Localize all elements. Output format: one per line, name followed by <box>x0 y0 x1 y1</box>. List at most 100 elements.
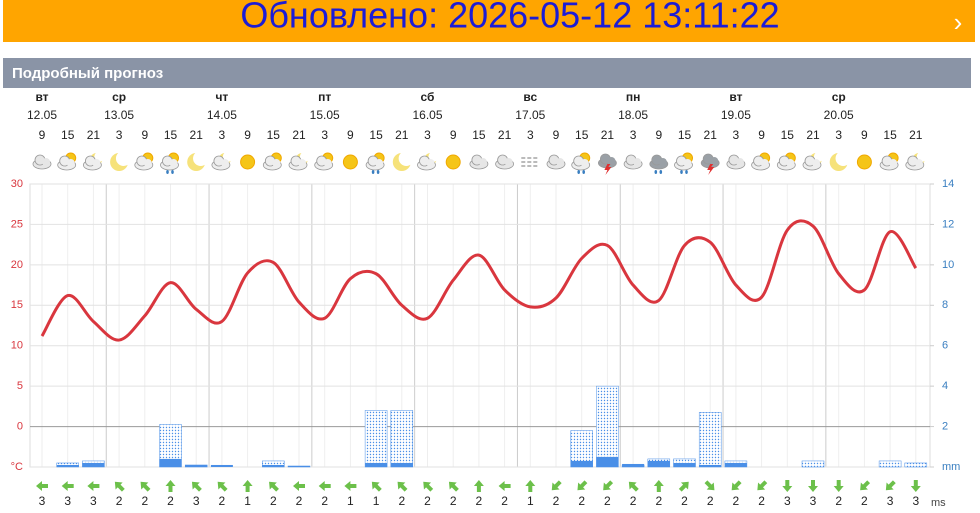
wind-speed: 2 <box>141 494 148 508</box>
icon-cloud <box>504 158 513 166</box>
hour-label: 3 <box>219 128 226 142</box>
wind-speed: 2 <box>476 494 483 508</box>
hour-label: 9 <box>450 128 457 142</box>
day-weekday: ср <box>112 90 126 104</box>
wind-speed: 2 <box>681 494 688 508</box>
icon-drop <box>171 170 174 174</box>
icon-cloud <box>580 159 589 167</box>
wind-speed: 3 <box>90 494 97 508</box>
wind-speed: 3 <box>784 494 791 508</box>
plot-area <box>29 183 931 468</box>
wind-speed: 2 <box>398 494 405 508</box>
precipitation-bar <box>390 462 413 467</box>
wind-unit: ms <box>931 497 946 508</box>
wind-arrow <box>165 480 176 492</box>
hour-label: 15 <box>781 128 795 142</box>
wind-arrow-shape <box>757 480 768 491</box>
precipitation-bar <box>210 464 233 467</box>
hour-label: 9 <box>861 128 868 142</box>
weather-icon <box>211 151 233 171</box>
warning-banner[interactable] <box>3 0 975 42</box>
wind-arrow <box>87 481 100 491</box>
weather-icon <box>495 154 515 170</box>
wind-arrow-shape <box>448 481 459 492</box>
hour-label: 15 <box>369 128 383 142</box>
wind-speed: 2 <box>321 494 328 508</box>
hour-label: 15 <box>575 128 589 142</box>
icon-cloud <box>66 159 75 167</box>
weather-icon <box>469 154 489 170</box>
banner-arrow[interactable]: › <box>954 7 963 37</box>
wind-arrow-shape <box>371 481 382 492</box>
wind-arrow <box>371 481 382 492</box>
wind-arrow <box>423 481 434 492</box>
weather-icon <box>623 154 643 170</box>
icon-cloud <box>143 159 152 167</box>
wind-speed: 3 <box>887 494 894 508</box>
hour-label: 3 <box>321 128 328 142</box>
wind-arrow <box>808 480 818 492</box>
icon-drop <box>582 170 585 174</box>
weather-icon <box>445 154 461 170</box>
y-tick-label: 20 <box>11 259 23 271</box>
wind-arrow-shape <box>191 481 202 492</box>
section-title: Подробный прогноз <box>12 65 163 82</box>
wind-speed: 2 <box>424 494 431 508</box>
wind-speed: 2 <box>167 494 174 508</box>
day-date: 12.05 <box>27 108 57 122</box>
hour-label: 9 <box>655 128 662 142</box>
wind-speed: 2 <box>707 494 714 508</box>
weather-icon <box>674 152 693 174</box>
icon-cloud <box>735 158 744 166</box>
section-header <box>3 58 971 88</box>
weather-icon <box>365 152 385 174</box>
icon-drop <box>685 170 688 174</box>
wind-speed: 2 <box>501 494 508 508</box>
wind-speed: 2 <box>116 494 123 508</box>
precipitation-bar <box>82 462 105 467</box>
icon-cloud <box>375 159 384 167</box>
wind-arrow-shape <box>397 481 408 492</box>
wind-speed: 2 <box>604 494 611 508</box>
icon-cloud <box>323 159 332 167</box>
wind-speed: 2 <box>296 494 303 508</box>
weather-icon <box>546 154 566 170</box>
hour-label: 3 <box>630 128 637 142</box>
wind-arrow-shape <box>498 481 511 491</box>
icon-drop <box>166 170 169 174</box>
wind-arrow-shape <box>293 481 305 491</box>
icon-moon-cut <box>115 150 132 167</box>
icon-cloud <box>683 159 692 167</box>
wind-arrow-shape <box>653 480 664 492</box>
weather-icon <box>521 157 540 167</box>
hour-label: 3 <box>116 128 123 142</box>
weather-icon <box>187 150 209 171</box>
day-date: 18.05 <box>618 108 648 122</box>
wind-arrow-shape <box>833 480 844 492</box>
wind-arrow-shape <box>860 480 871 491</box>
wind-arrow-shape <box>525 480 536 492</box>
wind-speed: 2 <box>861 494 868 508</box>
y2-tick-label: 8 <box>942 299 948 311</box>
wind-speed: 1 <box>347 494 354 508</box>
day-weekday: вс <box>523 90 537 104</box>
wind-arrow-shape <box>61 481 74 491</box>
wind-speed: 2 <box>450 494 457 508</box>
y-tick-label: 15 <box>11 299 23 311</box>
icon-cloud <box>556 158 564 166</box>
weather-icon <box>240 154 256 170</box>
hour-label: 15 <box>678 128 692 142</box>
wind-speed: 2 <box>578 494 585 508</box>
hour-label: 21 <box>190 128 204 142</box>
hour-label: 21 <box>87 128 101 142</box>
weather-icon <box>776 152 796 171</box>
wind-arrow <box>525 480 536 492</box>
wind-arrow-shape <box>885 480 896 491</box>
icon-cloud <box>478 158 487 166</box>
wind-arrow <box>269 481 279 492</box>
wind-arrow <box>397 481 408 492</box>
weather-icon <box>262 152 282 171</box>
y-tick-label: 5 <box>17 380 23 392</box>
icon-cloud <box>889 159 898 167</box>
